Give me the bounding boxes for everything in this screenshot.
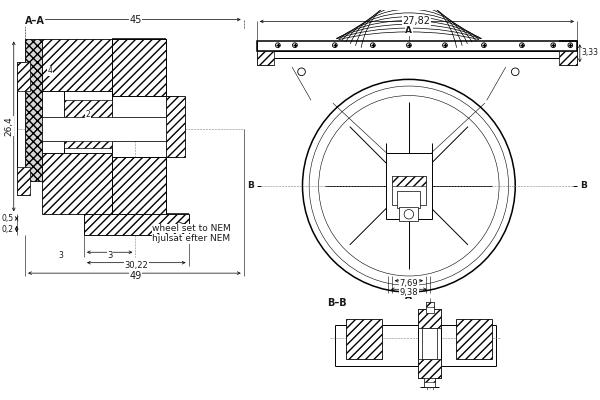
Text: B–B: B–B — [327, 298, 347, 308]
Text: A–A: A–A — [25, 16, 45, 26]
Text: 3: 3 — [59, 250, 64, 260]
Text: 9,38: 9,38 — [400, 288, 418, 297]
Text: hjulsat efter NEM: hjulsat efter NEM — [152, 234, 230, 244]
Bar — [457, 319, 493, 359]
Circle shape — [568, 43, 572, 48]
Bar — [42, 117, 166, 141]
Text: 0,5: 0,5 — [2, 214, 14, 222]
Text: A: A — [406, 26, 412, 36]
Text: B: B — [247, 181, 254, 190]
Circle shape — [482, 43, 486, 48]
Bar — [257, 51, 577, 58]
Text: 49: 49 — [129, 271, 142, 281]
Bar — [257, 51, 274, 65]
Text: 3,33: 3,33 — [582, 48, 599, 57]
Circle shape — [443, 43, 448, 48]
Circle shape — [511, 68, 519, 76]
Bar — [400, 207, 418, 221]
Circle shape — [293, 43, 297, 48]
Bar — [25, 38, 42, 181]
Circle shape — [551, 43, 556, 48]
Circle shape — [370, 43, 375, 48]
Bar — [418, 309, 441, 328]
Bar — [392, 176, 426, 205]
Circle shape — [400, 176, 418, 195]
Bar — [426, 302, 434, 313]
Bar — [112, 38, 166, 96]
Bar — [424, 378, 436, 382]
Circle shape — [406, 43, 411, 48]
Bar — [392, 176, 426, 186]
Text: 45: 45 — [129, 14, 142, 24]
Text: 30,22: 30,22 — [124, 261, 148, 270]
Text: 0,2: 0,2 — [2, 225, 14, 234]
Bar — [424, 378, 436, 387]
Text: 27,82: 27,82 — [403, 16, 430, 26]
Text: 7,69: 7,69 — [400, 279, 418, 288]
Text: B: B — [580, 181, 587, 190]
Bar — [17, 167, 30, 195]
Bar — [42, 38, 112, 91]
Bar — [418, 359, 441, 378]
Text: 26,4: 26,4 — [5, 116, 14, 136]
Text: 4: 4 — [47, 66, 52, 75]
Bar — [346, 319, 382, 359]
Circle shape — [332, 43, 337, 48]
Circle shape — [388, 165, 430, 207]
Bar — [397, 190, 420, 208]
Text: 2: 2 — [85, 110, 90, 119]
Bar — [42, 152, 112, 214]
Circle shape — [298, 68, 305, 76]
Bar — [64, 100, 112, 148]
Text: A: A — [406, 292, 412, 301]
Bar — [166, 96, 185, 157]
Bar — [386, 152, 431, 219]
Circle shape — [309, 86, 509, 286]
Bar — [112, 157, 166, 214]
Bar — [559, 51, 577, 65]
Bar — [426, 302, 434, 307]
Circle shape — [275, 43, 280, 48]
Bar — [257, 41, 577, 51]
Bar — [84, 214, 188, 235]
Text: 3: 3 — [107, 250, 112, 260]
Bar — [17, 62, 30, 91]
Circle shape — [520, 43, 524, 48]
Text: wheel set to NEM: wheel set to NEM — [152, 224, 231, 233]
Circle shape — [302, 79, 515, 292]
Bar — [418, 309, 441, 378]
Bar — [422, 328, 437, 359]
